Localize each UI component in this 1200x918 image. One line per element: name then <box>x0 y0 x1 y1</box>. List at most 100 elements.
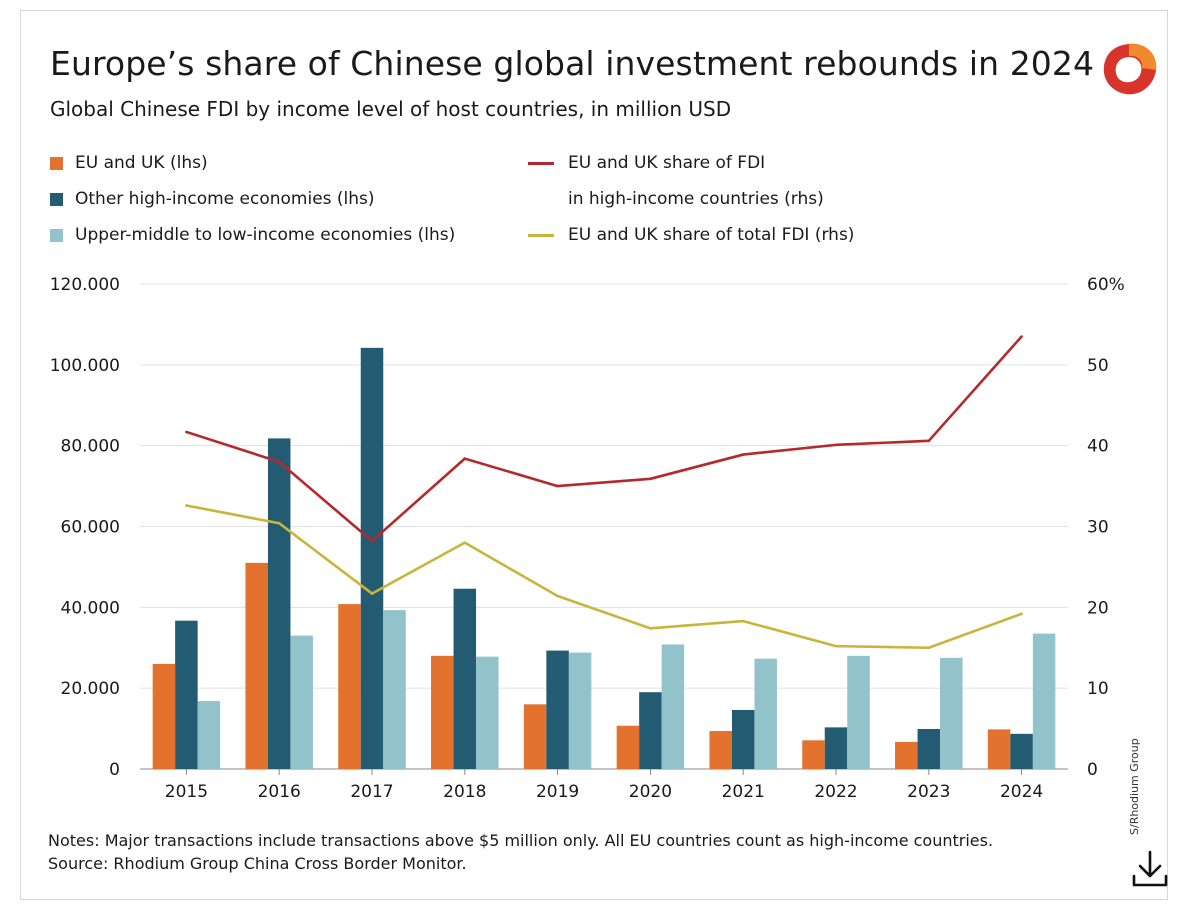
line-share-high-point <box>834 443 838 447</box>
x-tick-label: 2018 <box>443 782 486 802</box>
download-icon[interactable] <box>1130 848 1170 890</box>
line-share-high-point <box>463 457 467 460</box>
bar-upper-mid-low <box>847 655 870 769</box>
legend-upper-mid-low: Upper-middle to low-income economies (lh… <box>50 225 455 245</box>
x-tick-label: 2021 <box>722 782 765 802</box>
chart-subtitle: Global Chinese FDI by income level of ho… <box>50 97 732 121</box>
legend-label-eu-uk: EU and UK (lhs) <box>75 153 208 173</box>
bar-other-high <box>546 650 569 769</box>
bar-eu-uk <box>523 704 547 769</box>
bar-upper-mid-low <box>568 652 592 769</box>
chart-card <box>20 10 1168 900</box>
line-share-total-point <box>463 541 467 544</box>
line-share-high-point <box>1020 335 1023 338</box>
line-share-total-point <box>185 504 188 507</box>
x-tick-label: 2020 <box>629 782 672 802</box>
legend-swatch-eu-uk <box>50 156 63 170</box>
bar-upper-mid-low <box>383 610 406 769</box>
bar-eu-uk <box>152 663 176 769</box>
legend-label-upper-mid-low: Upper-middle to low-income economies (lh… <box>75 225 456 245</box>
bar-other-high <box>360 347 384 769</box>
bar-upper-mid-low <box>197 701 221 769</box>
y-tick-label: 100.000 <box>50 356 120 376</box>
x-tick-label: 2019 <box>536 782 579 802</box>
chart-title: Europe’s share of Chinese global investm… <box>50 44 1095 83</box>
line-share-total-point <box>1020 612 1023 616</box>
legend-swatch-upper-mid-low <box>50 228 63 242</box>
bar-eu-uk <box>709 731 732 769</box>
legend-eu-uk: EU and UK (lhs) <box>50 153 208 173</box>
bar-upper-mid-low <box>476 656 499 769</box>
source-text: Source: Rhodium Group China Cross Border… <box>48 854 467 873</box>
x-tick-label: 2022 <box>814 782 857 802</box>
rhodium-logo-icon <box>1103 43 1157 95</box>
line-share-total-point <box>741 619 745 623</box>
legend-share-high: EU and UK share of FDI <box>528 153 765 173</box>
bar-eu-uk <box>616 725 640 769</box>
x-tick-label: 2015 <box>165 782 208 802</box>
line-share-total <box>186 504 1023 650</box>
line-share-high-point <box>370 539 374 543</box>
y2-tick-label: 0 <box>1087 760 1098 780</box>
notes-text: Notes: Major transactions include transa… <box>48 831 994 850</box>
y2-tick-label: 50 <box>1087 356 1109 376</box>
line-share-total-point <box>556 594 559 598</box>
bar-other-high <box>917 728 941 769</box>
bar-eu-uk <box>987 729 1011 769</box>
legend-swatch-other-high <box>50 192 63 206</box>
y2-tick-label: 60% <box>1087 275 1125 295</box>
bar-eu-uk <box>802 740 825 769</box>
bar-upper-mid-low <box>754 658 777 769</box>
x-tick-label: 2024 <box>1000 782 1043 802</box>
bar-eu-uk <box>338 604 361 769</box>
x-tick-label: 2017 <box>350 782 393 802</box>
legend-label-share-high-2: in high-income countries (rhs) <box>568 189 824 209</box>
y-tick-label: 60.000 <box>61 518 120 538</box>
bar-other-high <box>824 727 848 769</box>
bar-upper-mid-low <box>661 644 685 769</box>
y2-tick-label: 30 <box>1087 518 1109 538</box>
legend-label-share-high-1: EU and UK share of FDI <box>568 153 766 173</box>
legend-share-total: EU and UK share of total FDI (rhs) <box>528 225 854 245</box>
line-share-high-point <box>185 430 188 434</box>
y2-tick-label: 10 <box>1087 679 1109 699</box>
line-share-total-point <box>834 644 838 648</box>
x-tick-label: 2016 <box>258 782 301 802</box>
line-share-total-point <box>927 646 931 650</box>
y-tick-label: 120.000 <box>50 275 120 295</box>
line-share-high-point <box>927 439 931 443</box>
bar-other-high <box>639 692 662 769</box>
y-tick-label: 80.000 <box>61 437 120 457</box>
bar-eu-uk <box>431 655 454 769</box>
line-share-high-point <box>556 484 559 488</box>
bar-other-high <box>453 588 477 769</box>
credit-text: S/Rhodium Group <box>1128 738 1141 835</box>
line-share-total-point <box>370 592 374 595</box>
bar-upper-mid-low <box>290 635 313 769</box>
y-tick-label: 20.000 <box>61 679 120 699</box>
line-share-high-point <box>277 460 281 464</box>
x-tick-label: 2023 <box>907 782 950 802</box>
y2-tick-label: 20 <box>1087 598 1109 618</box>
legend-label-other-high: Other high-income economies (lhs) <box>75 189 375 209</box>
legend-other-high: Other high-income economies (lhs) <box>50 189 375 209</box>
y-tick-label: 40.000 <box>61 598 120 618</box>
line-share-high <box>186 335 1023 543</box>
bar-eu-uk <box>895 741 918 769</box>
bar-upper-mid-low <box>1032 633 1056 769</box>
legend-line-share-high <box>528 161 554 165</box>
line-share-high-point <box>649 477 652 481</box>
y-tick-label: 0 <box>109 760 120 780</box>
bar-other-high <box>1010 733 1033 769</box>
bar-other-high <box>267 438 291 769</box>
bar-eu-uk <box>245 562 268 769</box>
bar-upper-mid-low <box>940 657 963 769</box>
legend-line-share-total <box>528 233 554 237</box>
bar-other-high <box>731 709 755 769</box>
line-share-total-point <box>649 627 652 630</box>
chart-notes: Notes: Major transactions include transa… <box>48 829 993 875</box>
y2-tick-label: 40 <box>1087 437 1109 457</box>
line-share-total-point <box>277 521 281 525</box>
bar-other-high <box>175 620 198 769</box>
